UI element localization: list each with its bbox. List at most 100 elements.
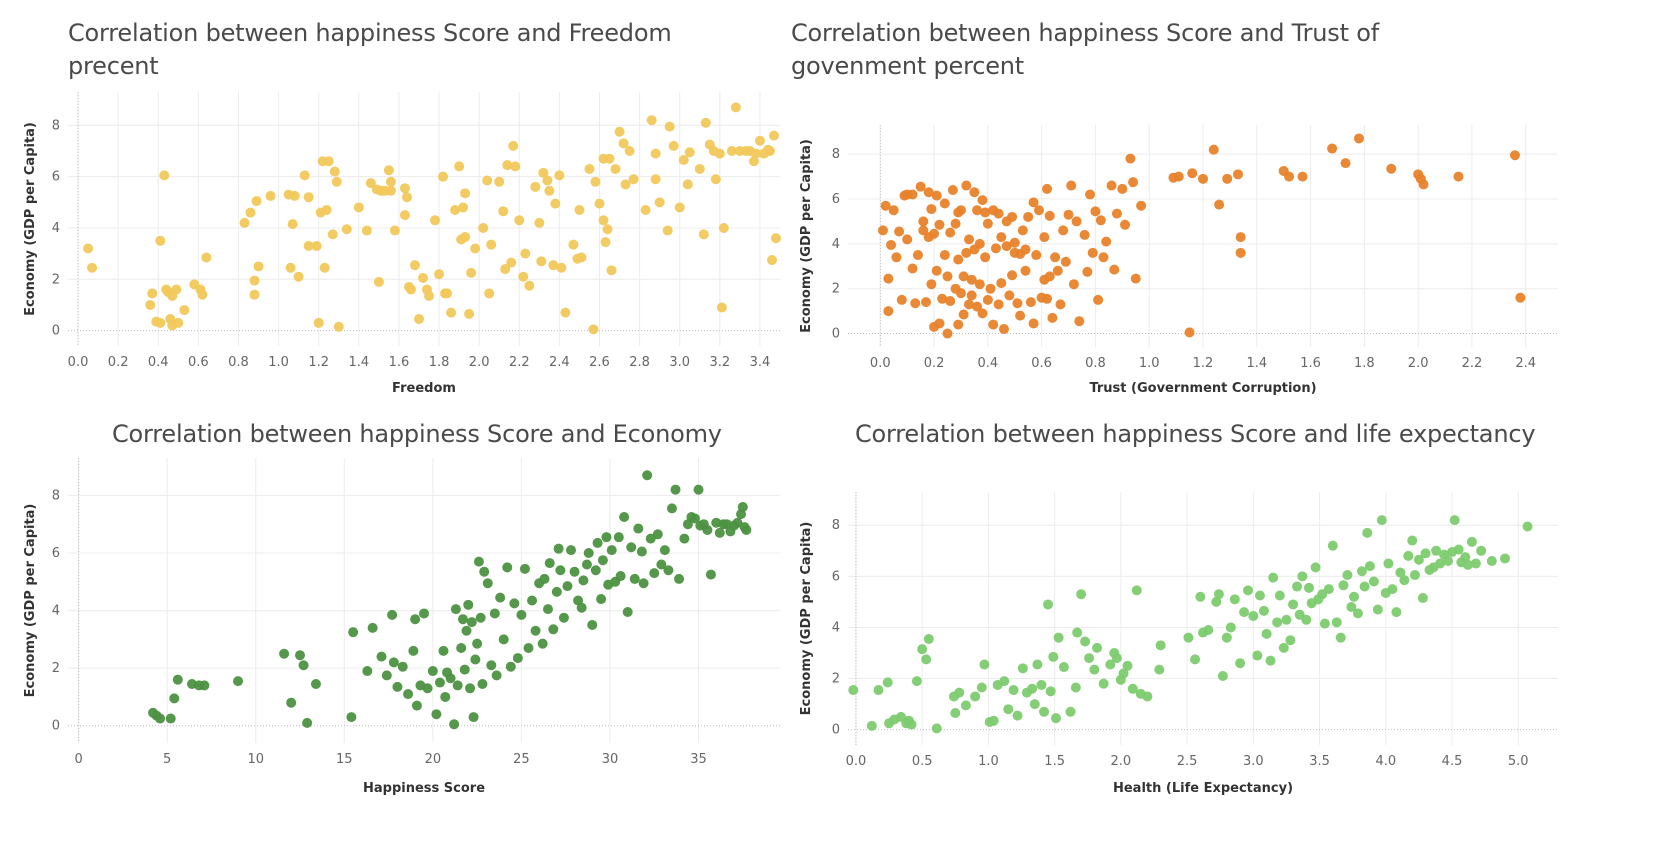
data-point[interactable] xyxy=(1125,153,1136,164)
data-point[interactable] xyxy=(265,190,276,201)
data-point[interactable] xyxy=(976,682,987,693)
data-point[interactable] xyxy=(955,205,966,216)
data-point[interactable] xyxy=(610,163,621,174)
data-point[interactable] xyxy=(518,271,529,282)
data-point[interactable] xyxy=(1042,293,1053,304)
data-point[interactable] xyxy=(397,661,408,672)
data-point[interactable] xyxy=(1274,590,1285,601)
data-point[interactable] xyxy=(1214,199,1225,210)
data-point[interactable] xyxy=(1122,660,1133,671)
data-point[interactable] xyxy=(626,542,637,553)
data-point[interactable] xyxy=(1399,575,1410,586)
data-point[interactable] xyxy=(882,677,893,688)
data-point[interactable] xyxy=(385,176,396,187)
data-point[interactable] xyxy=(596,594,607,605)
data-point[interactable] xyxy=(888,205,899,216)
data-point[interactable] xyxy=(574,205,585,216)
data-point[interactable] xyxy=(289,190,300,201)
data-point[interactable] xyxy=(539,573,550,584)
data-point[interactable] xyxy=(155,713,166,724)
data-point[interactable] xyxy=(1221,632,1232,643)
data-point[interactable] xyxy=(1258,605,1269,616)
data-point[interactable] xyxy=(598,215,609,226)
data-point[interactable] xyxy=(1079,229,1090,240)
data-point[interactable] xyxy=(1082,266,1093,277)
data-point[interactable] xyxy=(1310,562,1321,573)
data-point[interactable] xyxy=(702,524,713,535)
data-point[interactable] xyxy=(502,160,513,171)
data-point[interactable] xyxy=(1500,553,1511,564)
data-point[interactable] xyxy=(489,608,500,619)
data-point[interactable] xyxy=(866,720,877,731)
data-point[interactable] xyxy=(456,643,467,653)
data-point[interactable] xyxy=(1003,704,1014,715)
data-point[interactable] xyxy=(979,659,990,670)
data-point[interactable] xyxy=(1045,686,1056,697)
data-point[interactable] xyxy=(1486,556,1497,566)
data-point[interactable] xyxy=(1460,552,1471,563)
data-point[interactable] xyxy=(486,239,497,250)
data-point[interactable] xyxy=(929,228,940,239)
data-point[interactable] xyxy=(590,176,601,187)
data-point[interactable] xyxy=(974,238,985,249)
data-point[interactable] xyxy=(578,575,589,586)
data-point[interactable] xyxy=(388,657,399,668)
data-point[interactable] xyxy=(1080,636,1091,647)
data-point[interactable] xyxy=(1076,589,1087,600)
data-point[interactable] xyxy=(1033,205,1044,216)
data-point[interactable] xyxy=(87,262,98,273)
data-point[interactable] xyxy=(466,267,477,278)
data-point[interactable] xyxy=(1092,642,1103,653)
data-point[interactable] xyxy=(468,712,479,723)
data-point[interactable] xyxy=(1331,617,1342,628)
data-point[interactable] xyxy=(1281,614,1292,625)
data-point[interactable] xyxy=(1095,215,1106,226)
data-point[interactable] xyxy=(1417,593,1428,604)
data-point[interactable] xyxy=(475,612,486,623)
data-point[interactable] xyxy=(147,288,158,299)
data-point[interactable] xyxy=(1403,550,1414,561)
data-point[interactable] xyxy=(910,298,921,309)
data-point[interactable] xyxy=(381,670,392,681)
data-point[interactable] xyxy=(295,650,306,661)
data-point[interactable] xyxy=(470,654,481,665)
data-point[interactable] xyxy=(367,622,378,633)
data-point[interactable] xyxy=(1278,642,1289,653)
data-point[interactable] xyxy=(1195,591,1206,602)
data-point[interactable] xyxy=(902,234,913,245)
data-point[interactable] xyxy=(329,166,340,177)
data-point[interactable] xyxy=(446,307,457,318)
data-point[interactable] xyxy=(620,179,631,190)
data-point[interactable] xyxy=(597,555,608,566)
data-point[interactable] xyxy=(442,288,453,299)
data-point[interactable] xyxy=(714,148,725,159)
data-point[interactable] xyxy=(1130,273,1141,284)
data-point[interactable] xyxy=(383,165,394,176)
data-point[interactable] xyxy=(548,260,559,271)
data-point[interactable] xyxy=(530,625,541,636)
data-point[interactable] xyxy=(737,501,748,512)
data-point[interactable] xyxy=(993,299,1004,310)
data-point[interactable] xyxy=(754,135,765,146)
data-point[interactable] xyxy=(1319,618,1330,629)
data-point[interactable] xyxy=(1093,294,1104,305)
data-point[interactable] xyxy=(520,248,531,259)
data-point[interactable] xyxy=(750,148,761,159)
data-point[interactable] xyxy=(479,566,490,577)
data-point[interactable] xyxy=(560,307,571,318)
data-point[interactable] xyxy=(1050,713,1061,724)
data-point[interactable] xyxy=(1136,200,1147,211)
data-point[interactable] xyxy=(730,102,741,113)
data-point[interactable] xyxy=(970,691,981,702)
data-point[interactable] xyxy=(1372,604,1383,615)
data-point[interactable] xyxy=(460,231,471,242)
data-point[interactable] xyxy=(197,289,208,300)
data-point[interactable] xyxy=(1060,256,1071,267)
data-point[interactable] xyxy=(440,691,451,702)
data-point[interactable] xyxy=(590,565,601,576)
data-point[interactable] xyxy=(684,147,695,158)
data-point[interactable] xyxy=(659,545,670,556)
data-point[interactable] xyxy=(405,284,416,295)
data-point[interactable] xyxy=(1349,591,1360,602)
data-point[interactable] xyxy=(764,146,775,157)
